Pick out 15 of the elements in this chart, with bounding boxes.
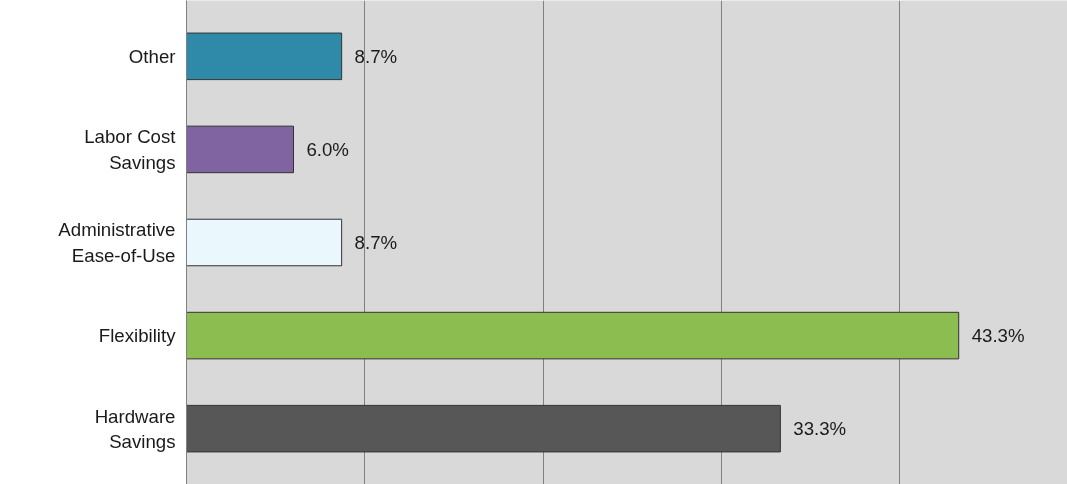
bar	[186, 311, 960, 360]
data-label: 8.7%	[354, 45, 398, 67]
y-tick-label: Flexibility	[98, 325, 177, 347]
data-label: 8.7%	[354, 232, 398, 253]
data-label: 43.3%	[971, 325, 1025, 347]
data-label: 6.0%	[306, 138, 349, 160]
bar	[186, 32, 343, 81]
bar	[186, 218, 343, 267]
bar	[186, 125, 294, 174]
y-tick-label: Hardware Savings	[94, 405, 176, 452]
y-tick-label: Other	[128, 45, 176, 67]
bar	[186, 404, 781, 453]
data-label: 33.3%	[793, 418, 847, 440]
y-tick-label: Labor Cost Savings	[84, 126, 177, 173]
y-tick-label: Administrative Ease-of-Use	[58, 219, 176, 266]
